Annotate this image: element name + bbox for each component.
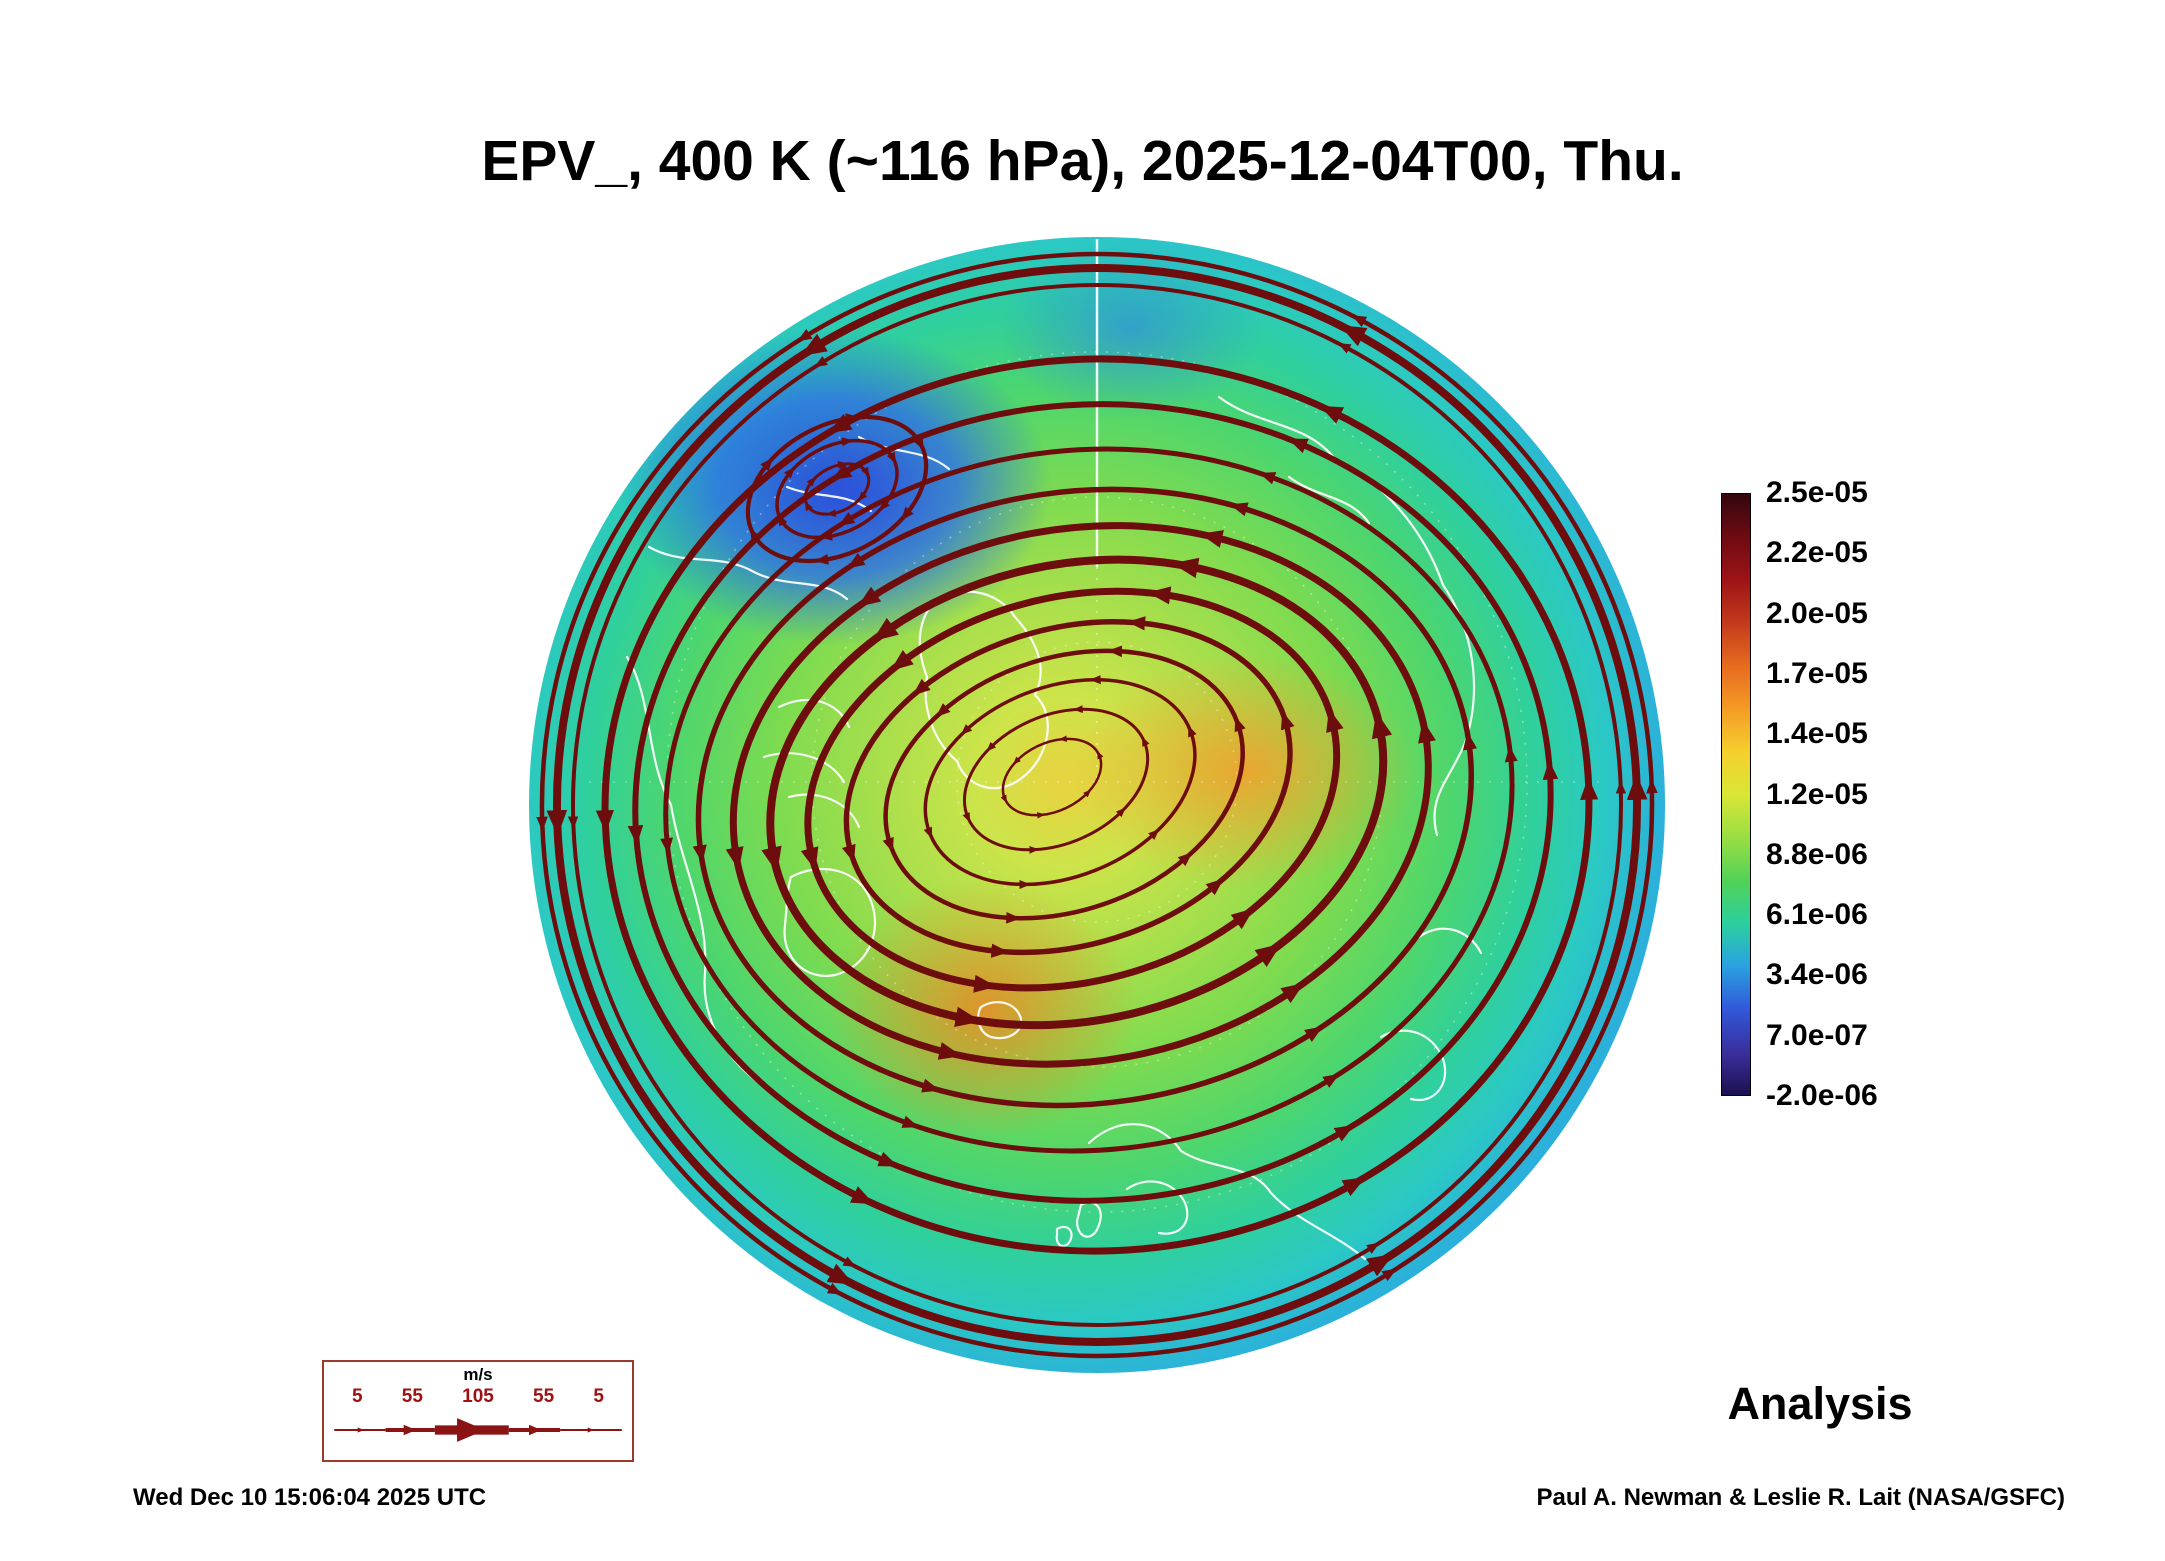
wind-speed-tick: 55: [533, 1386, 555, 1407]
coastline-british-isles: [1055, 1201, 1102, 1248]
streamline: [666, 446, 1515, 1154]
wind-speed-arrow: [334, 1418, 622, 1442]
globe-overlay: [529, 239, 1655, 1359]
colorbar-tick-label: 3.4e-06: [1766, 958, 1868, 992]
wind-speed-ticks: 5 55 105 55 5: [324, 1386, 632, 1408]
colorbar-tick-label: -2.0e-06: [1766, 1079, 1878, 1112]
coastline-north-america: [625, 545, 849, 1085]
coastline-greenland: [918, 590, 1049, 790]
streamline: [770, 560, 1388, 1025]
wind-speed-tick: 5: [593, 1386, 604, 1407]
colorbar-tick-label: 2.5e-05: [1766, 476, 1868, 509]
colorbar-strip: [1721, 493, 1751, 1096]
polar-map: [529, 237, 1665, 1373]
streamline: [748, 417, 929, 561]
wind-speed-unit: m/s: [463, 1365, 493, 1384]
streamline: [846, 622, 1293, 953]
colorbar-tick-label: 1.4e-05: [1766, 717, 1868, 751]
credit-line: Paul A. Newman & Leslie R. Lait (NASA/GS…: [1536, 1484, 2065, 1511]
colorbar-tick-label: 2.0e-05: [1766, 596, 1868, 630]
colorbar-tick-label: 6.1e-06: [1766, 898, 1868, 932]
colorbar-tick-label: 2.2e-05: [1766, 536, 1868, 570]
colorbar-ticks: 2.5e-05 2.2e-05 2.0e-05 1.7e-05 1.4e-05 1.2e-…: [1766, 476, 1986, 1112]
streamline: [964, 709, 1150, 849]
wind-speed-tick: 55: [401, 1386, 423, 1407]
generation-timestamp: Wed Dec 10 15:06:04 2025 UTC: [133, 1484, 487, 1511]
colorbar-tick-label: 1.2e-05: [1766, 777, 1868, 811]
coastline-siberia: [1217, 395, 1476, 837]
streamline: [1003, 739, 1103, 815]
colorbar-tick-label: 1.7e-05: [1766, 656, 1868, 690]
colorbar-tick-label: 8.8e-06: [1766, 837, 1868, 871]
streamline: [542, 251, 1655, 1359]
streamlines: [542, 251, 1655, 1359]
streamline: [698, 486, 1474, 1109]
wind-speed-legend: m/s 5 55 105 55 5: [322, 1360, 634, 1462]
colorbar-tick-label: 7.0e-07: [1766, 1018, 1868, 1052]
figure-title: EPV_, 400 K (~116 hPa), 2025-12-04T00, T…: [481, 129, 1684, 193]
wind-speed-tick: 105: [462, 1386, 494, 1407]
analysis-label: Analysis: [1727, 1378, 1913, 1429]
wind-speed-tick: 5: [352, 1386, 363, 1407]
coastline-caspian: [1379, 927, 1483, 1102]
